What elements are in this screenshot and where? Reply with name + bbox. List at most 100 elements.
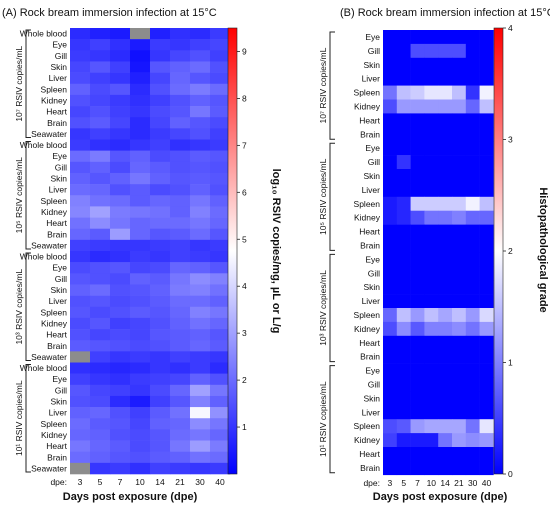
heatmap-cell — [210, 117, 231, 129]
row-label: Liver — [49, 185, 68, 195]
heatmap-cell — [383, 196, 398, 211]
heatmap-cell — [170, 28, 191, 40]
row-label: Brain — [360, 129, 380, 139]
heatmap-cell — [396, 99, 411, 114]
heatmap-cell — [130, 451, 151, 464]
row-label: Skin — [363, 171, 380, 181]
heatmap-cell — [190, 451, 211, 464]
colorbar-tick-label: 6 — [242, 187, 247, 197]
heatmap-cell — [190, 418, 211, 430]
heatmap-cell — [70, 262, 91, 274]
heatmap-cell — [130, 61, 151, 73]
heatmap-cell — [424, 280, 439, 295]
heatmap-cell — [452, 224, 467, 239]
heatmap-cell — [452, 447, 467, 462]
heatmap-cell — [130, 384, 151, 397]
row-label: Gill — [55, 385, 67, 395]
heatmap-cell — [70, 72, 91, 85]
heatmap-cell — [190, 228, 211, 241]
heatmap-cell — [130, 306, 151, 319]
colorbar-tick-label: 4 — [242, 281, 247, 291]
heatmap-cell — [70, 340, 91, 352]
heatmap-cell — [383, 57, 398, 72]
panel-a-x-axis: dpe: 3 5 7 10 14 21 30 40 — [50, 477, 225, 487]
colorbar-tick-label: 1 — [242, 422, 247, 432]
panel-b-heatmap — [383, 30, 494, 476]
row-label: Gill — [368, 379, 380, 389]
heatmap-cell — [70, 284, 91, 296]
x-tick-label: 30 — [468, 478, 478, 488]
heatmap-cell — [190, 184, 211, 196]
heatmap-cell — [383, 377, 398, 392]
heatmap-cell — [190, 351, 211, 363]
heatmap-cell — [383, 405, 398, 420]
heatmap-cell — [190, 39, 211, 51]
heatmap-cell — [383, 30, 398, 45]
heatmap-cell — [110, 228, 131, 241]
heatmap-cell — [465, 30, 480, 45]
heatmap-cell — [465, 85, 480, 100]
heatmap-cell — [438, 182, 453, 198]
heatmap-cell — [110, 128, 131, 140]
heatmap-cell — [190, 329, 211, 341]
heatmap-cell — [438, 196, 453, 211]
heatmap-cell — [410, 335, 425, 350]
heatmap-cell — [90, 117, 111, 129]
panel-b-colorbar-ticks: 0 1 2 3 4 — [503, 23, 513, 479]
heatmap-cell — [438, 155, 453, 170]
heatmap-cell — [90, 128, 111, 140]
heatmap-cell — [465, 43, 480, 59]
heatmap-cell — [170, 407, 191, 419]
heatmap-cell — [110, 418, 131, 430]
heatmap-cell — [424, 238, 439, 253]
heatmap-cell — [170, 373, 191, 386]
row-label: Brain — [47, 341, 67, 351]
heatmap-cell — [150, 273, 171, 285]
row-label: Skin — [50, 285, 67, 295]
heatmap-cell — [396, 30, 411, 45]
heatmap-cell — [130, 128, 151, 140]
heatmap-cell — [424, 433, 439, 448]
heatmap-cell — [210, 451, 231, 464]
heatmap-cell — [410, 169, 425, 184]
row-label: Seawater — [31, 129, 67, 139]
heatmap-cell — [110, 373, 131, 386]
row-label: Gill — [55, 274, 67, 284]
heatmap-cell — [479, 30, 494, 45]
heatmap-cell — [452, 294, 467, 309]
heatmap-cell — [383, 335, 398, 350]
heatmap-cell — [396, 196, 411, 211]
heatmap-cell — [396, 266, 411, 281]
heatmap-cell — [130, 462, 151, 475]
heatmap-cell — [396, 447, 411, 462]
heatmap-cell — [190, 262, 211, 274]
heatmap-cell — [70, 39, 91, 51]
heatmap-cell — [90, 284, 111, 296]
heatmap-cell — [90, 251, 111, 263]
heatmap-cell — [410, 377, 425, 392]
heatmap-cell — [170, 262, 191, 274]
heatmap-cell — [210, 61, 231, 73]
x-tick-label: 30 — [195, 477, 205, 487]
heatmap-cell — [210, 273, 231, 285]
heatmap-cell — [150, 329, 171, 341]
heatmap-cell — [190, 395, 211, 408]
heatmap-cell — [150, 83, 171, 96]
heatmap-cell — [383, 210, 398, 225]
row-label: Gill — [368, 157, 380, 167]
heatmap-cell — [396, 127, 411, 142]
heatmap-cell — [465, 71, 480, 86]
heatmap-cell — [210, 317, 231, 330]
heatmap-cell — [465, 169, 480, 184]
heatmap-cell — [90, 384, 111, 397]
heatmap-cell — [424, 294, 439, 309]
heatmap-cell — [452, 405, 467, 420]
heatmap-cell — [110, 262, 131, 274]
heatmap-cell — [210, 429, 231, 441]
heatmap-cell — [150, 429, 171, 441]
heatmap-cell — [90, 262, 111, 274]
heatmap-cell — [70, 462, 91, 475]
heatmap-cell — [70, 395, 91, 408]
group-label: 10⁷ RSIV copies/mL — [318, 47, 328, 123]
row-label: Skin — [50, 62, 67, 72]
